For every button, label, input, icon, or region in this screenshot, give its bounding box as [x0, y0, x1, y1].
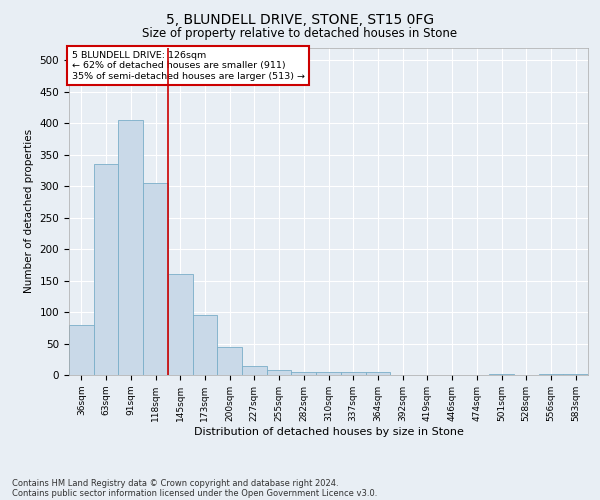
Y-axis label: Number of detached properties: Number of detached properties — [24, 129, 34, 294]
X-axis label: Distribution of detached houses by size in Stone: Distribution of detached houses by size … — [194, 426, 463, 436]
Bar — [94, 164, 118, 375]
Bar — [316, 372, 341, 375]
Bar — [292, 372, 316, 375]
Bar — [341, 372, 365, 375]
Bar — [489, 374, 514, 375]
Bar — [69, 324, 94, 375]
Bar — [118, 120, 143, 375]
Bar — [365, 372, 390, 375]
Bar — [217, 346, 242, 375]
Bar — [267, 370, 292, 375]
Bar — [168, 274, 193, 375]
Text: 5 BLUNDELL DRIVE: 126sqm
← 62% of detached houses are smaller (911)
35% of semi-: 5 BLUNDELL DRIVE: 126sqm ← 62% of detach… — [71, 51, 305, 80]
Text: Size of property relative to detached houses in Stone: Size of property relative to detached ho… — [142, 28, 458, 40]
Text: Contains public sector information licensed under the Open Government Licence v3: Contains public sector information licen… — [12, 488, 377, 498]
Text: 5, BLUNDELL DRIVE, STONE, ST15 0FG: 5, BLUNDELL DRIVE, STONE, ST15 0FG — [166, 12, 434, 26]
Bar — [563, 374, 588, 375]
Bar — [539, 374, 563, 375]
Bar — [242, 366, 267, 375]
Bar — [143, 183, 168, 375]
Text: Contains HM Land Registry data © Crown copyright and database right 2024.: Contains HM Land Registry data © Crown c… — [12, 478, 338, 488]
Bar — [193, 315, 217, 375]
